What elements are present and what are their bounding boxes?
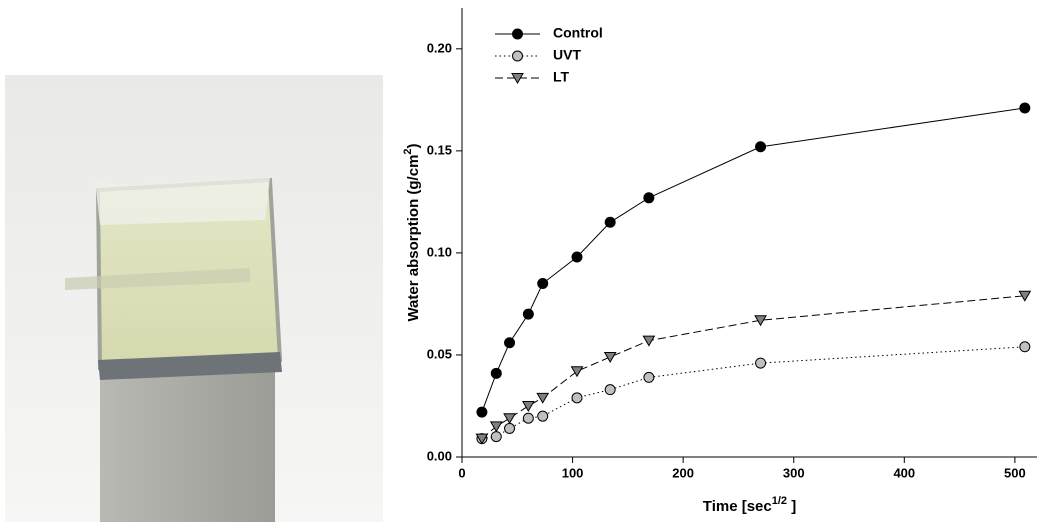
- marker: [643, 192, 655, 204]
- marker: [642, 335, 656, 347]
- legend-label: LT: [553, 69, 570, 85]
- x-tick-label: 100: [562, 465, 584, 480]
- marker: [755, 357, 767, 369]
- glass-rim: [95, 178, 270, 225]
- marker: [1019, 102, 1031, 114]
- label-part: 1/2: [772, 495, 787, 507]
- legend-label: UVT: [553, 47, 581, 63]
- marker: [537, 410, 549, 422]
- marker: [489, 421, 503, 433]
- marker: [475, 433, 489, 445]
- legend-marker: [512, 50, 523, 62]
- marker: [570, 366, 584, 378]
- label-part: ]: [787, 498, 796, 515]
- legend-symbol: [512, 50, 523, 62]
- marker: [490, 367, 502, 379]
- marker: [603, 351, 617, 363]
- x-tick-label: 200: [672, 465, 694, 480]
- marker: [1019, 341, 1031, 353]
- legend-symbol: [511, 73, 524, 84]
- label-part: ): [405, 143, 422, 148]
- x-axis-label: Time [sec1/2 ]: [703, 495, 796, 515]
- series-line: [481, 346, 1025, 440]
- y-tick-label: 0.10: [427, 244, 452, 259]
- label-part: Water absorption (g/cm: [405, 155, 422, 322]
- marker: [571, 392, 583, 404]
- marker: [754, 315, 767, 327]
- glass-edge: [65, 268, 250, 290]
- sealant: [98, 352, 282, 380]
- marker: [755, 141, 767, 153]
- legend-label: Control: [553, 25, 603, 41]
- marker: [504, 422, 516, 434]
- marker: [604, 216, 616, 228]
- y-tick-label: 0.05: [427, 346, 452, 361]
- marker: [571, 251, 583, 263]
- marker: [476, 406, 488, 418]
- marker: [604, 384, 616, 396]
- marker: [522, 412, 534, 424]
- concrete-block: [100, 360, 275, 522]
- x-tick-label: 300: [783, 465, 805, 480]
- marker: [503, 413, 516, 425]
- label-part: 2: [402, 148, 414, 154]
- label-part: Time [sec: [703, 498, 772, 515]
- marker: [522, 308, 534, 320]
- legend-marker: [511, 73, 524, 84]
- marker: [504, 337, 516, 349]
- marker: [490, 431, 502, 443]
- y-tick-label: 0.15: [427, 142, 452, 157]
- marker: [643, 371, 655, 383]
- x-tick-label: 0: [458, 465, 465, 480]
- legend-symbol: [512, 28, 523, 40]
- marker: [521, 400, 535, 412]
- series-line: [481, 107, 1025, 413]
- marker: [537, 278, 549, 290]
- x-tick-label: 500: [1004, 465, 1026, 480]
- photo: [5, 75, 383, 522]
- y-tick-label: 0.20: [427, 40, 452, 55]
- marker: [536, 392, 550, 404]
- series-line: [481, 295, 1025, 440]
- y-axis-label: Water absorption (g/cm2): [402, 143, 422, 321]
- x-tick-label: 400: [893, 465, 915, 480]
- marker: [1018, 290, 1032, 302]
- legend-marker: [512, 28, 523, 40]
- y-tick-label: 0.00: [427, 448, 452, 463]
